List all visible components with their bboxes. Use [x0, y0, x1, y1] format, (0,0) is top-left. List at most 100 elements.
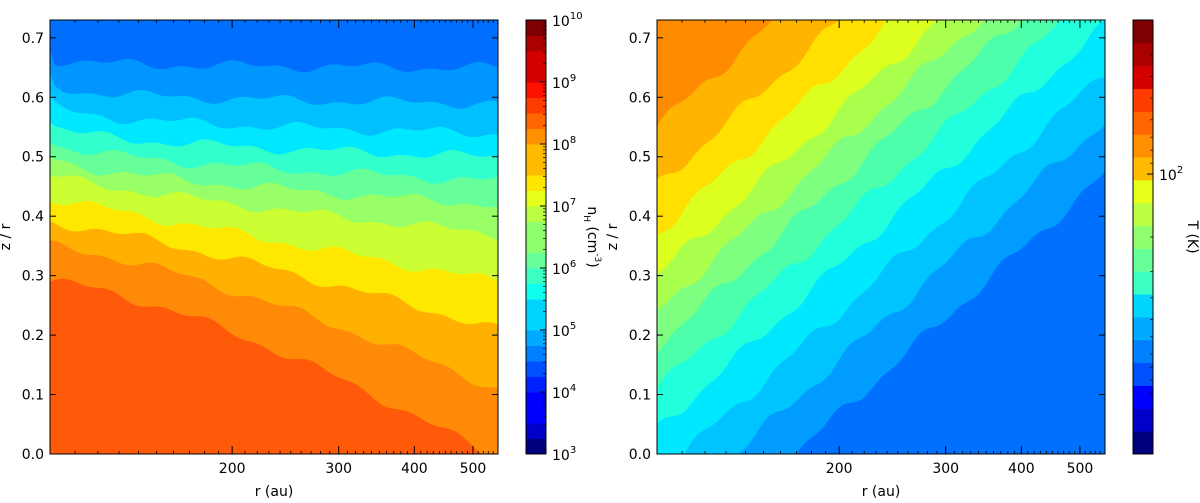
- colorbar-tick-label: 103: [552, 445, 576, 464]
- colorbar-segment: [526, 206, 546, 222]
- colorbar-segment: [1133, 202, 1153, 227]
- y-tick-label: 0.6: [629, 90, 651, 106]
- colorbar-label-text: T (K): [1184, 219, 1200, 253]
- y-tick-label: 0.7: [629, 31, 651, 47]
- density-x-axis-label: r (au): [255, 484, 294, 500]
- colorbar-segment: [1133, 294, 1153, 318]
- temperature-panel: 0.0 0.1 0.2 0.3 0.4 0.5 0.6 0.7 200 300 400 500 r …: [605, 19, 1200, 500]
- colorbar-segment: [526, 376, 546, 393]
- colorbar-segment: [526, 128, 546, 145]
- y-tick-label: 0.4: [22, 209, 44, 225]
- colorbar-segment: [526, 237, 546, 253]
- contour-bands: [657, 20, 1105, 454]
- colorbar-segment: [1133, 271, 1153, 295]
- contour-band: [796, 171, 1105, 454]
- density-colorbar: 103 104 105 106 107 108 109 1010: [525, 11, 583, 464]
- colorbar-segment: [1133, 179, 1153, 204]
- y-tick-label: 0.2: [22, 328, 44, 344]
- density-x-axis: 200 300 400 500: [74, 20, 494, 477]
- colorbar-segment: [1133, 88, 1153, 112]
- colorbar-segment: [526, 51, 546, 67]
- colorbar-segment: [1133, 225, 1153, 249]
- colorbar-segment: [526, 97, 546, 114]
- temperature-x-axis-label: r (au): [862, 484, 901, 500]
- x-tick-label: 400: [401, 461, 428, 477]
- colorbar-segment: [526, 190, 546, 207]
- y-tick-label: 0.1: [22, 388, 44, 404]
- temperature-y-axis: 0.0 0.1 0.2 0.3 0.4 0.5 0.6 0.7: [629, 31, 1105, 463]
- colorbar-segment: [526, 66, 546, 83]
- x-tick-label: 500: [460, 461, 487, 477]
- colorbar-segment: [1133, 362, 1153, 386]
- y-tick-label: 0.0: [22, 447, 44, 463]
- temperature-colorbar: 102: [1132, 19, 1183, 455]
- x-tick-label: 500: [1067, 461, 1094, 477]
- contour-band: [50, 20, 498, 73]
- colorbar-segment: [526, 82, 546, 98]
- colorbar-tick-label: 108: [552, 135, 576, 154]
- colorbar-segment: [526, 361, 546, 377]
- colorbar-segment: [1133, 111, 1153, 135]
- temperature-plot-area: [656, 19, 1106, 455]
- y-tick-label: 0.0: [629, 447, 651, 463]
- density-colorbar-label: nH (cm-3): [581, 206, 602, 267]
- colorbar-tick-label: 104: [552, 383, 576, 402]
- colorbar-segment: [526, 423, 546, 439]
- colorbar-segment: [526, 20, 546, 36]
- y-tick-label: 0.5: [22, 150, 44, 166]
- colorbar-segment: [1133, 248, 1153, 272]
- x-tick-label: 300: [325, 461, 352, 477]
- x-tick-label: 400: [1008, 461, 1035, 477]
- colorbar-segment: [526, 345, 546, 362]
- y-tick-label: 0.3: [22, 269, 44, 285]
- colorbar-segment: [526, 144, 546, 160]
- colorbar-segment: [526, 330, 546, 346]
- x-tick-label: 200: [219, 461, 246, 477]
- colorbar-segment: [1133, 431, 1153, 455]
- colorbar-segment: [1133, 316, 1153, 341]
- colorbar-segment: [1133, 339, 1153, 364]
- colorbar-segment: [1133, 42, 1153, 67]
- colorbar-tick-label: 109: [552, 73, 576, 92]
- temperature-x-axis: 200 300 400 500: [681, 20, 1101, 477]
- colorbar-segment: [1133, 20, 1153, 44]
- colorbar-segment: [526, 314, 546, 331]
- y-tick-label: 0.4: [629, 209, 651, 225]
- temperature-colorbar-label: T (K): [1184, 219, 1200, 253]
- colorbar-segment: [526, 283, 546, 300]
- colorbar-tick-label: 102: [1159, 165, 1183, 184]
- y-tick-label: 0.2: [629, 328, 651, 344]
- y-tick-label: 0.3: [629, 269, 651, 285]
- y-tick-label: 0.7: [22, 31, 44, 47]
- colorbar-segment: [526, 113, 546, 129]
- density-y-axis-label: z / r: [0, 223, 14, 250]
- colorbar-tick-label: 105: [552, 321, 576, 340]
- colorbar-segment: [1133, 157, 1153, 181]
- colorbar-segment: [1133, 385, 1153, 409]
- density-plot-area: [49, 19, 499, 455]
- density-y-axis: 0.0 0.1 0.2 0.3 0.4 0.5 0.6 0.7: [22, 31, 498, 463]
- colorbar-segment: [526, 407, 546, 424]
- colorbar-segment: [526, 438, 546, 455]
- colorbar-frame: [525, 19, 547, 455]
- density-panel: 0.0 0.1 0.2 0.3 0.4 0.5 0.6 0.7 200 300 400 500 r …: [0, 11, 602, 500]
- colorbar-tick-label: 107: [552, 197, 576, 216]
- colorbar-segment: [526, 392, 546, 408]
- colorbar-segment: [1133, 134, 1153, 158]
- colorbar-tick-label: 106: [552, 259, 576, 278]
- colorbar-label-text: nH (cm-3): [581, 206, 602, 267]
- contour-bands: [50, 20, 498, 454]
- colorbar-segment: [526, 299, 546, 315]
- colorbar-segment: [526, 159, 546, 176]
- y-tick-label: 0.6: [22, 90, 44, 106]
- colorbar-segment: [526, 252, 546, 269]
- colorbar-segment: [1133, 65, 1153, 90]
- colorbar-segment: [526, 175, 546, 191]
- colorbar-tick-label: 1010: [552, 11, 583, 30]
- colorbar-segment: [526, 268, 546, 284]
- plot-frame: [49, 19, 499, 455]
- temperature-y-axis-label: z / r: [605, 223, 621, 250]
- x-tick-label: 200: [826, 461, 853, 477]
- colorbar-segment: [1133, 408, 1153, 432]
